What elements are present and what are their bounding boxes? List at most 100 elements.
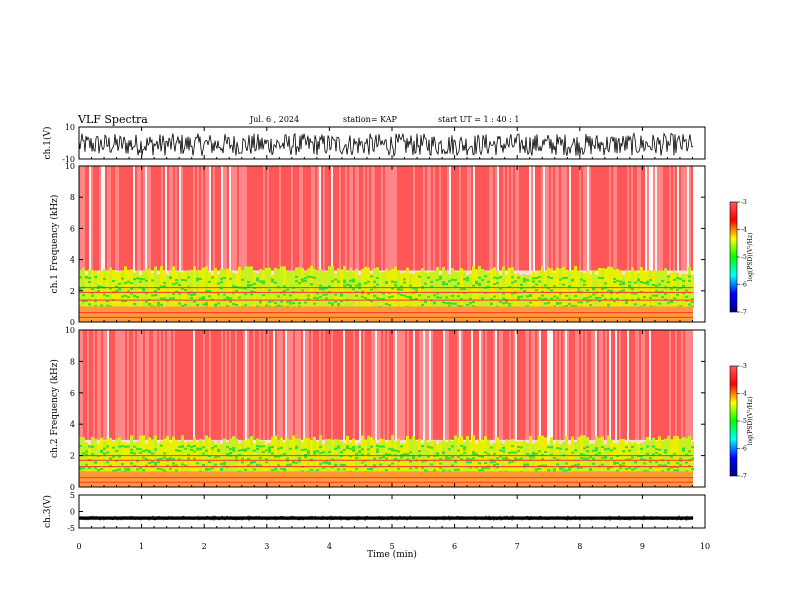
spectrogram-green-speck [457,282,460,285]
spectrogram-band-column [493,267,496,307]
spectrogram-green-speck [145,449,148,452]
spectrogram-band-column [133,442,136,472]
spectrogram-green-speck [79,444,82,447]
spectrogram-column [421,166,423,271]
spectrogram-band-column [430,271,433,307]
spectrogram-green-speck [100,304,103,307]
spectrogram-green-speck [388,447,391,450]
spectrogram-column [305,166,307,271]
spectrogram-green-speck [667,461,670,464]
spectrogram-band-column [205,266,208,307]
spectrogram-green-speck [424,459,427,462]
spectrogram-green-speck [268,448,271,451]
spectrogram-column [589,330,591,440]
spectrogram-green-speck [463,448,466,451]
spectrogram-green-speck [160,468,163,471]
spectrogram-green-speck [259,456,262,459]
spectrogram-column [149,330,151,440]
spectrogram-band-column [469,441,472,472]
spectrogram-band-column [571,270,574,307]
spectrogram-band-column [574,265,577,307]
spectrogram-column [355,330,357,440]
spectrogram-green-speck [382,298,385,301]
spectrogram-green-speck [679,464,682,467]
spectrogram-column [423,330,425,440]
spectrogram-column [335,166,337,271]
spectrogram-green-speck [256,445,259,448]
spectrogram-green-speck [220,468,223,471]
spectrogram-green-speck [514,457,517,460]
spectrogram-green-speck [397,467,400,470]
spectrogram-band-column [208,272,211,307]
spectrogram-green-speck [517,295,520,298]
spectrogram-green-speck [511,445,514,448]
spectrogram-column [357,166,359,271]
spectrogram-green-speck [388,296,391,299]
spectrogram-column [477,166,479,271]
spectrogram-band-column [100,270,103,307]
spectrogram-column [179,330,181,440]
spectrogram-column [547,166,549,271]
spectrogram-green-speck [439,275,442,278]
spectrogram-green-speck [565,469,568,472]
spectrogram-green-speck [523,289,526,292]
spectrogram-column [115,166,117,271]
spectrogram-green-speck [676,293,679,296]
spectrogram-green-speck [601,277,604,280]
y-axis-label: ch.2 Frequency (kHz) [49,359,60,458]
spectrogram-green-speck [481,469,484,472]
spectrogram-green-speck [232,285,235,288]
spectrogram-band-column [475,443,478,472]
spectrogram-green-speck [604,298,607,301]
spectrogram-green-speck [661,296,664,299]
spectrogram-band-column [520,275,523,307]
spectrogram-green-speck [343,281,346,284]
spectrogram-green-speck [190,296,193,299]
spectrogram-column [87,330,89,440]
spectrogram-band-column [280,437,283,472]
spectrogram-green-speck [217,282,220,285]
spectrogram-column [525,166,527,271]
spectrogram-column [131,330,133,440]
spectrogram-column [127,330,129,440]
spectrogram-green-speck [484,461,487,464]
spectrogram-column [347,166,349,271]
spectrogram-band-column [271,274,274,307]
spectrogram-band-column [310,265,313,307]
spectrogram-column [667,166,669,271]
spectrogram-column [589,166,591,271]
spectrogram-green-speck [676,276,679,279]
spectrogram-column [125,166,127,271]
spectrogram-column [173,330,175,440]
spectrogram-column [561,166,563,271]
spectrogram-column [467,330,469,440]
spectrogram-green-speck [85,450,88,453]
spectrogram-column [553,330,555,440]
spectrogram-green-speck [400,285,403,288]
spectrogram-green-speck [202,446,205,449]
spectrogram-green-speck [208,280,211,283]
spectrogram-band-column [394,266,397,307]
spectrogram-column [435,166,437,271]
spectrogram-green-speck [559,468,562,471]
spectrogram-green-speck [559,302,562,305]
spectrogram-green-speck [331,302,334,305]
spectrogram-green-speck [193,445,196,448]
spectrogram-green-speck [283,467,286,470]
spectrogram-green-speck [250,293,253,296]
spectrogram-green-speck [550,277,553,280]
spectrogram-band-column [211,274,214,307]
spectrogram-column [519,166,521,271]
spectrogram-green-speck [571,451,574,454]
spectrogram-column [331,166,333,271]
colorbar-tick-label: -3 [741,363,747,370]
spectrogram-column [329,166,331,271]
spectrogram-green-speck [91,288,94,291]
spectrogram-green-speck [220,463,223,466]
spectrogram-green-speck [460,298,463,301]
spectrogram-green-speck [244,448,247,451]
spectrogram-green-speck [295,461,298,464]
spectrogram-green-speck [241,457,244,460]
spectrogram-band-column [583,272,586,307]
spectrogram-green-speck [118,455,121,458]
